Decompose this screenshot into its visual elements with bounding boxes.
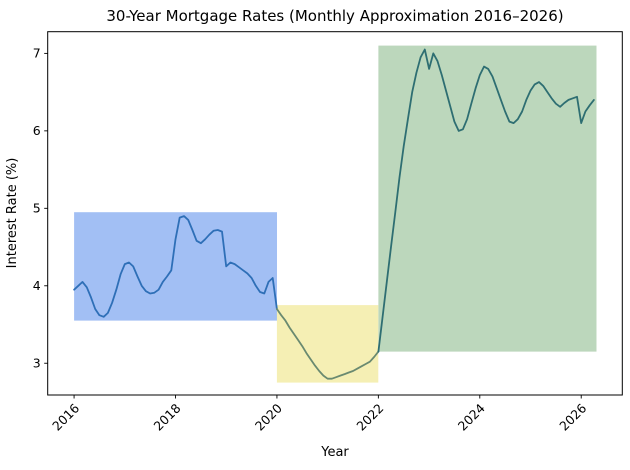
rate-line-segment	[377, 48, 595, 353]
y-tick-label: 6	[33, 123, 41, 138]
x-tick-label: 2024	[455, 400, 488, 433]
y-axis-label: Interest Rate (%)	[5, 158, 20, 269]
x-tick-label: 2022	[353, 401, 386, 434]
y-tick-label: 4	[33, 278, 41, 293]
x-tick-label: 2016	[49, 400, 82, 433]
x-tick-label: 2020	[252, 400, 285, 433]
shaded-region-era-2022-2026	[378, 45, 597, 352]
x-tick-label: 2018	[151, 400, 184, 433]
x-tick-label: 2026	[556, 400, 589, 433]
y-tick-label: 5	[33, 201, 41, 216]
rate-line-layer	[73, 48, 595, 380]
y-tick-label: 7	[33, 46, 41, 61]
x-axis-label: Year	[320, 445, 349, 460]
shaded-regions-layer	[74, 45, 597, 383]
shaded-region-era-2016-2020	[74, 212, 277, 321]
chart-title: 30-Year Mortgage Rates (Monthly Approxim…	[106, 7, 563, 25]
shaded-region-era-2020-2022	[276, 305, 379, 383]
rate-line-segment	[275, 308, 380, 380]
y-tick-label: 3	[33, 356, 41, 371]
rate-line-segment	[73, 215, 278, 318]
plot-area-border	[47, 31, 623, 396]
